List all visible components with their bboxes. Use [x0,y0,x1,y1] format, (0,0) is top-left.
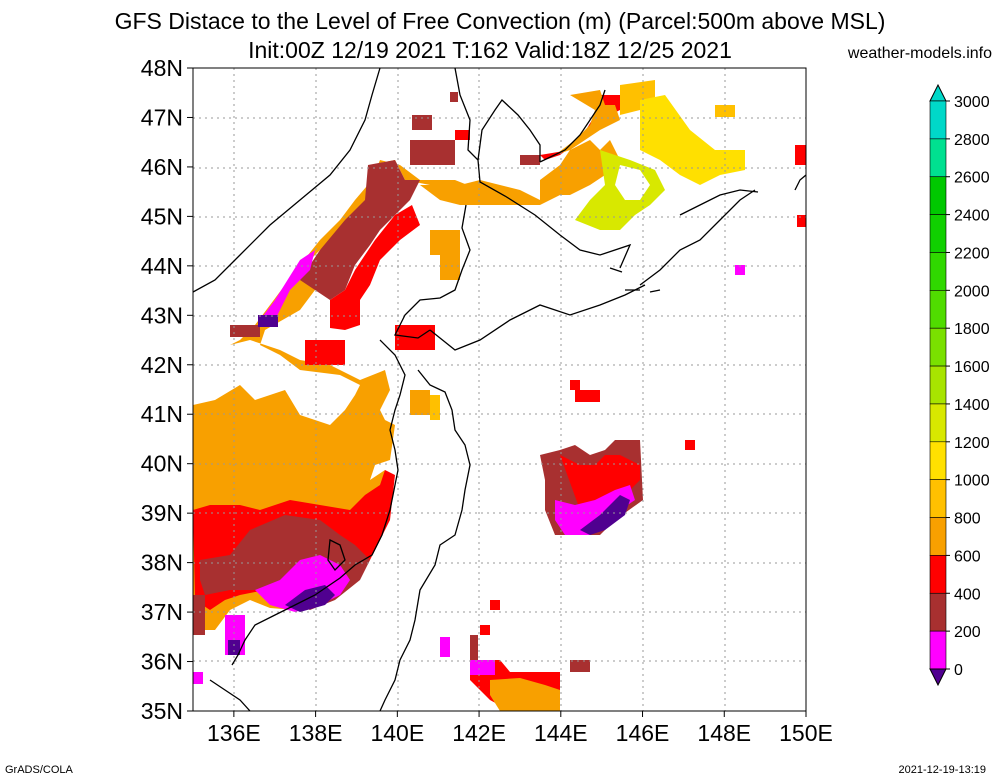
lat-label: 44N [141,253,183,279]
lat-label: 46N [141,154,183,180]
colorbar-label: 800 [954,511,981,528]
colorbar-label: 2200 [954,245,990,262]
colorbar-swatch [929,100,947,140]
lat-label: 41N [141,401,183,427]
colorbar-bottom-arrow [929,668,947,687]
lat-label: 35N [141,698,183,724]
colorbar-label: 2800 [954,132,990,149]
lat-label: 42N [141,352,183,378]
lon-label: 150E [779,720,833,746]
lat-label: 36N [141,649,183,675]
lon-label: 148E [697,720,751,746]
colorbar-label: 1600 [954,359,990,376]
map-title: GFS Distace to the Level of Free Convect… [114,8,886,34]
lat-label: 45N [141,203,183,229]
colorbar-label: 1400 [954,397,990,414]
latitude-labels: 48N 47N 46N 45N 44N 43N 42N 41N 40N 39N 38N 37N 36N 3… [141,55,183,724]
lon-label: 144E [534,720,588,746]
colorbar-label: 1200 [954,435,990,452]
colorbar-swatch [929,592,947,632]
colorbar-label: 1000 [954,473,990,490]
colorbar-label: 2000 [954,283,990,300]
colorbar-swatch [929,517,947,556]
plot-frame [192,67,807,712]
coastlines [193,68,806,711]
colorbar-label: 2400 [954,208,990,225]
graticule [193,68,806,711]
longitude-labels: 136E 138E 140E 142E 144E 146E 148E 150E [207,720,833,746]
footer-timestamp: 2021-12-19-13:19 [898,764,986,776]
lon-label: 136E [207,720,261,746]
lat-label: 39N [141,500,183,526]
footer-software: GrADS/COLA [5,764,73,776]
colorbar-swatch [929,441,947,480]
map-subtitle: Init:00Z 12/19 2021 T:162 Valid:18Z 12/2… [248,37,732,63]
colorbar-swatch [929,252,947,291]
colorbar-label: 0 [954,662,963,679]
colorbar-swatch [929,403,947,443]
lon-label: 142E [452,720,506,746]
lat-label: 40N [141,451,183,477]
lfc-shading [193,80,806,711]
lat-label: 48N [141,55,183,81]
lat-label: 47N [141,104,183,130]
colorbar-label: 3000 [954,94,990,111]
lon-label: 140E [370,720,424,746]
colorbar-swatch [929,555,947,594]
lat-label: 38N [141,550,183,576]
colorbar-label: 400 [954,586,981,603]
colorbar-swatch [929,176,947,215]
lat-label: 43N [141,302,183,328]
colorbar-label: 200 [954,624,981,641]
colorbar-swatch [929,290,947,329]
colorbar-swatch [929,630,947,670]
colorbar-swatch [929,138,947,178]
lon-label: 138E [289,720,343,746]
colorbar-label: 1800 [954,321,990,338]
lon-label: 146E [616,720,670,746]
colorbar-swatch [929,327,947,367]
colorbar-swatch [929,214,947,253]
colorbar-swatch [929,365,947,405]
colorbar-label: 600 [954,548,981,565]
colorbar-swatch [929,479,947,518]
colorbar: 3000280026002400220020001800160014001200… [929,83,990,687]
colorbar-top-arrow [929,83,947,102]
colorbar-label: 2600 [954,170,990,187]
lat-label: 37N [141,599,183,625]
site-credit: weather-models.info [847,45,992,62]
